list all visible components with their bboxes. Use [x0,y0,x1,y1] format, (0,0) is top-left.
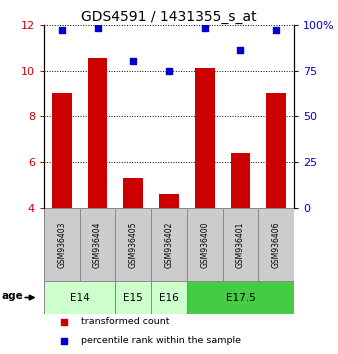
Bar [115,281,151,314]
Text: transformed count: transformed count [81,318,170,326]
Point [202,25,208,31]
Bar [187,208,223,281]
Point [166,68,172,73]
Point [273,28,279,33]
Text: E15: E15 [123,292,143,303]
Bar [123,178,143,208]
Bar [258,208,294,281]
Bar [44,208,80,281]
Text: GSM936403: GSM936403 [57,221,66,268]
Bar [80,208,115,281]
Bar [88,58,107,208]
Text: E17.5: E17.5 [225,292,255,303]
Bar [44,281,115,314]
Text: GSM936404: GSM936404 [93,221,102,268]
Point [59,28,65,33]
Text: GSM936401: GSM936401 [236,221,245,268]
Text: GSM936400: GSM936400 [200,221,209,268]
Point [95,25,100,31]
Text: GSM936402: GSM936402 [165,221,173,268]
Bar [115,208,151,281]
Text: GSM936405: GSM936405 [129,221,138,268]
Bar [52,93,72,208]
Bar [266,93,286,208]
Bar [223,208,258,281]
Bar [187,281,294,314]
Point [61,319,67,325]
Text: GSM936406: GSM936406 [272,221,281,268]
Point [238,47,243,53]
Title: GDS4591 / 1431355_s_at: GDS4591 / 1431355_s_at [81,10,257,24]
Bar [231,153,250,208]
Text: E14: E14 [70,292,90,303]
Text: age: age [2,291,23,301]
Point [61,338,67,344]
Text: percentile rank within the sample: percentile rank within the sample [81,336,241,346]
Point [130,58,136,64]
Text: E16: E16 [159,292,179,303]
Bar [195,68,215,208]
Bar [151,208,187,281]
Bar [151,281,187,314]
Bar [159,194,179,208]
